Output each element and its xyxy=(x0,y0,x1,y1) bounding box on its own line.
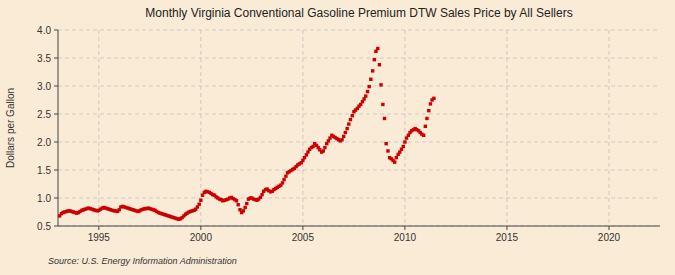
point xyxy=(351,114,354,117)
x-tick xyxy=(608,226,609,230)
y-tick xyxy=(54,114,58,115)
point xyxy=(282,178,285,181)
x-tick xyxy=(302,226,303,230)
point xyxy=(344,131,347,134)
y-tick xyxy=(54,86,58,87)
y-tick xyxy=(54,30,58,31)
point xyxy=(427,109,430,112)
chart: 1995 2000 2005 2010 2015 2020 0.5 1.0 1.5 2.0 2.5 3… xyxy=(0,0,675,275)
grid-line xyxy=(58,114,660,115)
point xyxy=(364,94,367,97)
point xyxy=(281,181,284,184)
x-tick-label: 1995 xyxy=(88,232,111,243)
title: Monthly Virginia Conventional Gasoline P… xyxy=(145,6,572,20)
point xyxy=(424,125,427,128)
x-tick xyxy=(506,226,507,230)
point xyxy=(260,193,263,196)
y-tick xyxy=(54,58,58,59)
y-tick xyxy=(54,170,58,171)
grid-line xyxy=(506,30,507,226)
y-tick-label: 2.0 xyxy=(37,137,51,148)
point xyxy=(429,102,432,105)
point xyxy=(393,160,396,163)
point xyxy=(284,174,287,177)
x-tick xyxy=(404,226,405,230)
y-tick-label: 3.5 xyxy=(37,53,51,64)
source-note: Source: U.S. Energy Information Administ… xyxy=(48,256,237,266)
point xyxy=(371,69,374,72)
point xyxy=(402,145,405,148)
grid-line xyxy=(58,30,660,31)
point xyxy=(323,146,326,149)
point xyxy=(245,202,248,205)
points xyxy=(58,47,436,221)
point xyxy=(340,138,343,141)
point xyxy=(342,135,345,138)
y-axis-line xyxy=(58,30,59,226)
y-tick-label: 0.5 xyxy=(37,221,51,232)
grid xyxy=(58,30,660,226)
chart-container: 1995 2000 2005 2010 2015 2020 0.5 1.0 1.5 2.0 2.5 3… xyxy=(0,0,675,275)
y-tick-label: 1.0 xyxy=(37,193,51,204)
point xyxy=(345,127,348,130)
grid-line xyxy=(58,142,660,143)
grid-line xyxy=(58,198,660,199)
point xyxy=(395,156,398,159)
point xyxy=(425,117,428,120)
grid-line xyxy=(608,30,609,226)
point xyxy=(347,122,350,125)
point xyxy=(199,199,202,202)
y-tick-label: 4.0 xyxy=(37,25,51,36)
x-tick-label: 2010 xyxy=(394,232,417,243)
x-tick xyxy=(98,226,99,230)
point xyxy=(366,90,369,93)
point xyxy=(386,149,389,152)
point xyxy=(422,134,425,137)
x-axis-line xyxy=(58,226,660,227)
point xyxy=(368,85,371,88)
point xyxy=(432,97,435,100)
point xyxy=(384,142,387,145)
point xyxy=(378,63,381,66)
point xyxy=(379,83,382,86)
point xyxy=(376,47,379,50)
x-tick xyxy=(200,226,201,230)
point xyxy=(383,117,386,120)
point xyxy=(243,206,246,209)
point xyxy=(381,103,384,106)
y-tick xyxy=(54,142,58,143)
x-tick-label: 2005 xyxy=(292,232,315,243)
point xyxy=(242,209,245,212)
point xyxy=(403,140,406,143)
point xyxy=(349,118,352,121)
x-tick-label: 2000 xyxy=(190,232,213,243)
point xyxy=(235,199,238,202)
y-tick-label: 2.5 xyxy=(37,109,51,120)
grid-line xyxy=(404,30,405,226)
point xyxy=(198,202,201,205)
point xyxy=(322,149,325,152)
y-axis-label: Dollars per Gallon xyxy=(5,88,16,168)
grid-line xyxy=(98,30,99,226)
grid-line xyxy=(58,170,660,171)
x-tick-label: 2020 xyxy=(598,232,621,243)
grid-line xyxy=(58,226,660,227)
y-tick-label: 1.5 xyxy=(37,165,51,176)
y-tick xyxy=(54,198,58,199)
point xyxy=(369,78,372,81)
x-tick-label: 2015 xyxy=(496,232,519,243)
y-tick-label: 3.0 xyxy=(37,81,51,92)
y-tick xyxy=(54,226,58,227)
grid-line xyxy=(58,86,660,87)
grid-line xyxy=(58,58,660,59)
grid-line xyxy=(302,30,303,226)
point xyxy=(373,58,376,61)
point xyxy=(236,203,239,206)
